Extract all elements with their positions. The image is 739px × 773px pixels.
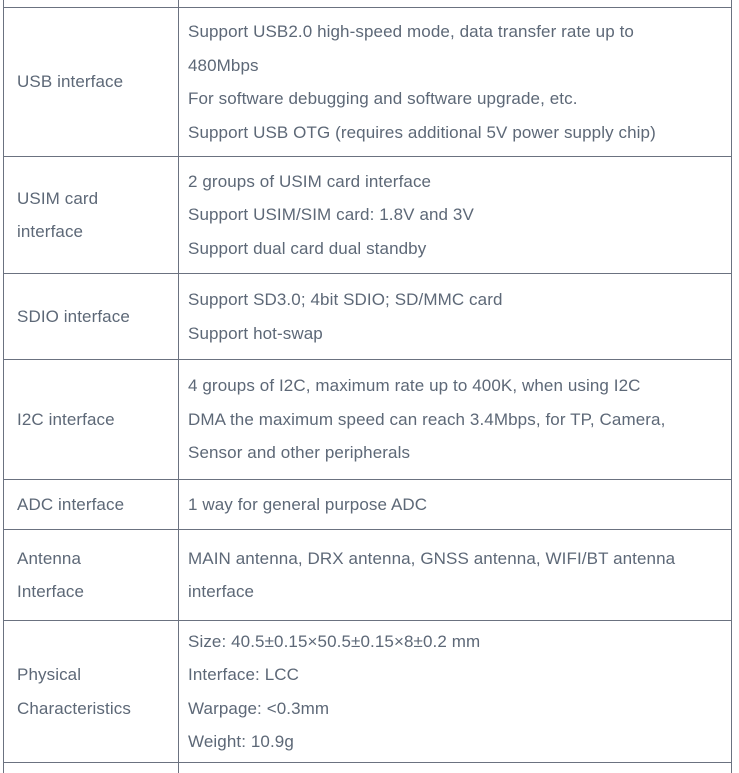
spec-value-text: Sensor and other peripherals [188, 443, 411, 463]
spec-value-cell: 1 way for general purpose ADC [179, 480, 731, 529]
spec-name-text: ADC interface [17, 494, 125, 514]
spec-value-text: Support SD3.0; 4bit SDIO; SD/MMC card [188, 290, 503, 309]
spec-value-text: Support USB OTG (requires additional 5V … [188, 122, 656, 142]
spec-value-cell: 4 groups of I2C, maximum rate up to 400K… [179, 360, 731, 479]
table-row-usb-interface: USB interface Support USB2.0 high-speed m… [4, 8, 731, 157]
spec-name-cell [4, 763, 179, 773]
spec-value-text: For software debugging and software upgr… [188, 89, 578, 108]
spec-name-cell [4, 0, 179, 7]
table-row-physical-characteristics: Physical Characteristics Size: 40.5±0.15×5… [4, 621, 731, 763]
spec-name-text: Characteristics [17, 698, 131, 718]
table-row-sdio-interface: SDIO interface Support SD3.0; 4bit SDIO; … [4, 274, 731, 360]
spec-name-text: I2C interface [17, 409, 115, 429]
spec-name-text: interface [17, 222, 84, 241]
spec-value-text: Weight: 10.9g [188, 732, 294, 751]
spec-name-text: USB interface [17, 72, 124, 92]
spec-value-cell [179, 0, 731, 7]
spec-value-text: 4 groups of I2C, maximum rate up to 400K… [188, 376, 641, 396]
spec-value-text: Support USIM/SIM card: 1.8V and 3V [188, 205, 474, 225]
table-row-i2c-interface: I2C interface 4 groups of I2C, maximum ra… [4, 360, 731, 480]
spec-value-cell: 2 groups of USIM card interface Support U… [179, 157, 731, 273]
spec-name-text: Antenna [17, 548, 82, 568]
spec-value-text: Size: 40.5±0.15×50.5±0.15×8±0.2 mm [188, 631, 481, 651]
spec-value-text: Support dual card dual standby [188, 238, 427, 258]
spec-value-text: Interface: LCC [188, 665, 300, 684]
spec-value-text: Warpage: <0.3mm [188, 698, 330, 718]
spec-value-text: Support USB2.0 high-speed mode, data tra… [188, 22, 634, 41]
table-row-usim-card-interface: USIM card interface 2 groups of USIM card … [4, 157, 731, 274]
spec-name-cell: Physical Characteristics [4, 621, 179, 762]
spec-value-cell: Size: 40.5±0.15×50.5±0.15×8±0.2 mm Interf… [179, 621, 731, 762]
spec-value-text: DMA the maximum speed can reach 3.4Mbps,… [188, 409, 666, 429]
spec-name-text: Physical [17, 665, 82, 684]
spec-name-cell: SDIO interface [4, 274, 179, 359]
spec-name-cell: USIM card interface [4, 157, 179, 273]
spec-value-text: MAIN antenna, DRX antenna, GNSS antenna,… [188, 548, 676, 568]
specification-table: USB interface Support USB2.0 high-speed m… [3, 0, 732, 773]
spec-name-cell: USB interface [4, 8, 179, 156]
spec-value-text: 1 way for general purpose ADC [188, 494, 428, 514]
spec-value-text: 2 groups of USIM card interface [188, 171, 432, 191]
spec-value-cell: Support SD3.0; 4bit SDIO; SD/MMC card Sup… [179, 274, 731, 359]
spec-name-text: SDIO interface [17, 306, 130, 326]
spec-value-cell: Support USB2.0 high-speed mode, data tra… [179, 8, 731, 156]
table-row-antenna-interface: Antenna Interface MAIN antenna, DRX antenn… [4, 530, 731, 621]
spec-value-text: interface [188, 582, 255, 601]
spec-value-cell: MAIN antenna, DRX antenna, GNSS antenna,… [179, 530, 731, 620]
spec-name-text: USIM card [17, 188, 99, 208]
spec-name-cell: I2C interface [4, 360, 179, 479]
spec-value-text: 480Mbps [188, 55, 259, 75]
spec-value-cell [179, 763, 731, 773]
table-row-cropped-top [4, 0, 731, 8]
table-row-cropped-bottom [4, 763, 731, 773]
spec-name-cell: ADC interface [4, 480, 179, 529]
spec-value-text: Support hot-swap [188, 323, 323, 343]
spec-name-text: Interface [17, 582, 85, 601]
spec-name-cell: Antenna Interface [4, 530, 179, 620]
table-row-adc-interface: ADC interface 1 way for general purpose A… [4, 480, 731, 530]
